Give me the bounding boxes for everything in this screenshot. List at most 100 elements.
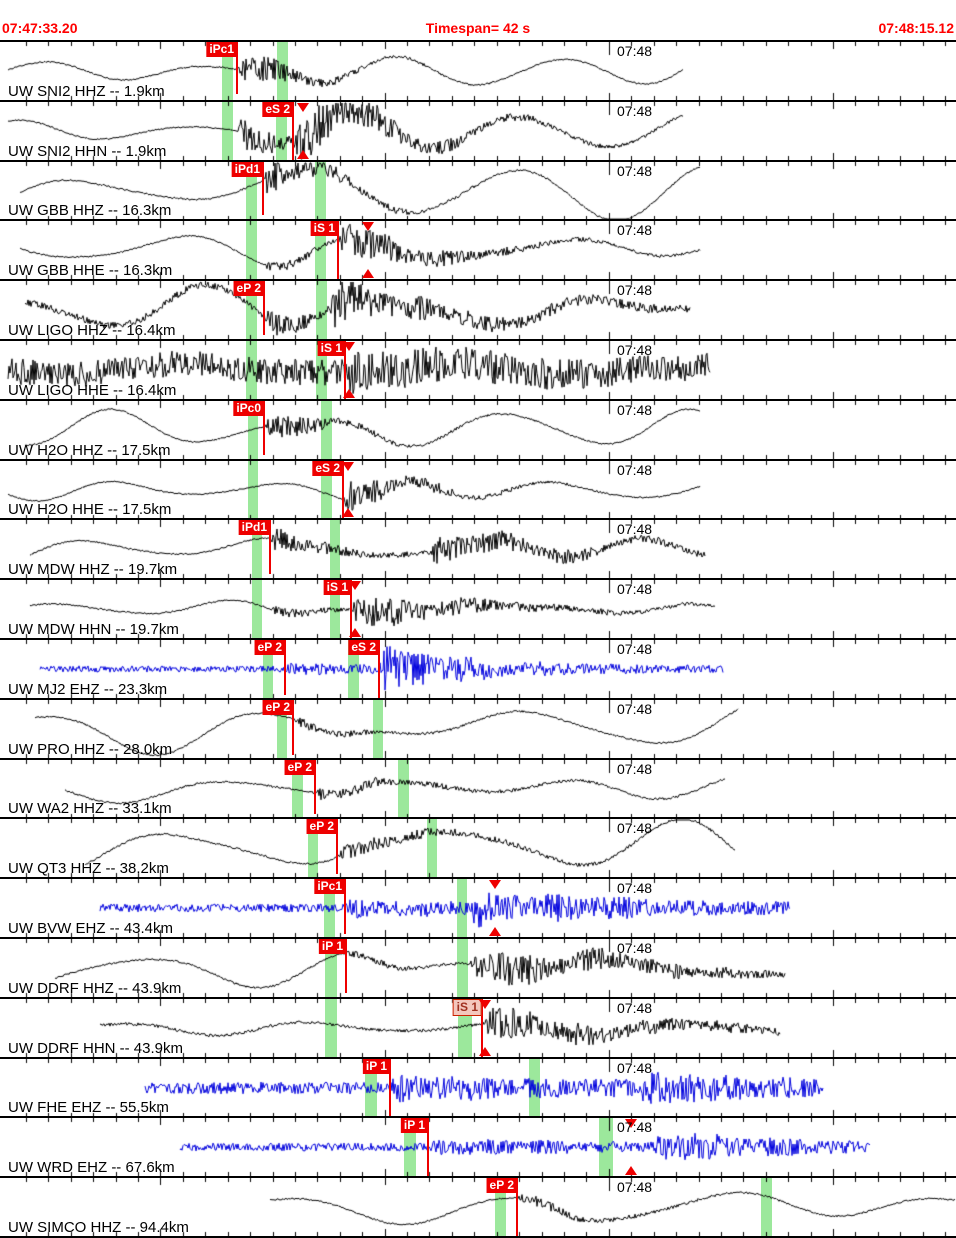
pick-time-line[interactable]	[292, 699, 294, 755]
waveform-canvas[interactable]	[0, 1118, 956, 1177]
trace-row[interactable]: iPc1 07:48 UW BVW EHZ -- 43.4km	[0, 877, 956, 937]
trace-row[interactable]: eS 2 07:48 UW H2O HHE -- 17.5km	[0, 458, 956, 519]
amplitude-marker-bottom[interactable]	[297, 149, 309, 159]
pick-time-line[interactable]	[481, 998, 483, 1057]
pick-time-line[interactable]	[378, 639, 380, 698]
pick-time-line[interactable]	[337, 221, 339, 280]
trace-row[interactable]: eP 2 07:48 UW LIGO HHZ -- 16.4km	[0, 279, 956, 339]
phase-pick-flag[interactable]: iPd1	[231, 161, 263, 177]
waveform-canvas[interactable]	[0, 1178, 956, 1236]
waveform-canvas[interactable]	[0, 520, 956, 579]
phase-pick-flag[interactable]: eP 2	[262, 699, 293, 715]
waveform-canvas[interactable]	[0, 340, 956, 399]
station-label: UW SNI2 HHZ -- 1.9km	[8, 82, 165, 100]
phase-pick-flag[interactable]: iPc1	[206, 42, 237, 57]
phase-pick-flag[interactable]: iS 1	[317, 340, 345, 356]
amplitude-marker-bottom[interactable]	[625, 1166, 637, 1176]
trace-row[interactable]: iP 1 07:48 UW FHE EHZ -- 55.5km	[0, 1056, 956, 1117]
amplitude-marker-top[interactable]	[479, 999, 491, 1009]
phase-pick-flag[interactable]: eP 2	[254, 639, 285, 655]
pick-time-line[interactable]	[344, 340, 346, 399]
trace-row[interactable]: iPd1 07:48 UW GBB HHZ -- 16.3km	[0, 159, 956, 220]
trace-row[interactable]: eP 2 07:48 UW WA2 HHZ -- 33.1km	[0, 757, 956, 818]
pick-time-line[interactable]	[516, 1178, 518, 1236]
amplitude-marker-top[interactable]	[625, 1119, 637, 1129]
phase-pick-flag[interactable]: iP 1	[318, 938, 346, 954]
pick-time-line[interactable]	[345, 938, 347, 993]
waveform-canvas[interactable]	[0, 938, 956, 997]
amplitude-marker-top[interactable]	[297, 102, 309, 112]
phase-pick-flag[interactable]: iP 1	[362, 1058, 390, 1074]
trace-row[interactable]: iP 1 07:48 UW DDRF HHZ -- 43.9km	[0, 936, 956, 997]
waveform-canvas[interactable]	[0, 42, 956, 100]
trace-row[interactable]: iPc1 07:48 UW SNI2 HHZ -- 1.9km	[0, 40, 956, 100]
phase-pick-flag[interactable]: iPd1	[238, 520, 270, 536]
trace-row[interactable]: eP 2 07:48 UW QT3 HHZ -- 38.2km	[0, 817, 956, 878]
amplitude-marker-top[interactable]	[489, 880, 501, 890]
waveform-canvas[interactable]	[0, 580, 956, 638]
trace-row[interactable]: iS 1 07:48 UW DDRF HHN -- 43.9km	[0, 996, 956, 1057]
pick-time-line[interactable]	[263, 281, 265, 335]
waveform-canvas[interactable]	[0, 879, 956, 937]
pick-time-line[interactable]	[314, 759, 316, 815]
waveform-canvas[interactable]	[0, 281, 956, 339]
waveform-canvas[interactable]	[0, 101, 956, 160]
pick-time-line[interactable]	[427, 1118, 429, 1177]
trace-row[interactable]: iS 1 07:48 UW MDW HHN -- 19.7km	[0, 578, 956, 638]
phase-pick-flag[interactable]: eS 2	[348, 639, 379, 655]
pick-time-line[interactable]	[342, 460, 344, 519]
amplitude-marker-bottom[interactable]	[342, 508, 354, 518]
amplitude-marker-top[interactable]	[362, 222, 374, 232]
pick-time-line[interactable]	[350, 580, 352, 638]
waveform-canvas[interactable]	[0, 819, 956, 878]
pick-time-line[interactable]	[262, 161, 264, 216]
phase-pick-flag[interactable]: eP 2	[284, 759, 315, 775]
pick-time-line[interactable]	[236, 42, 238, 95]
trace-row[interactable]: iPd1 07:48 UW MDW HHZ -- 19.7km	[0, 518, 956, 579]
waveform-canvas[interactable]	[0, 221, 956, 280]
amplitude-marker-bottom[interactable]	[489, 926, 501, 936]
trace-row[interactable]: iPc0 07:48 UW H2O HHZ -- 17.5km	[0, 398, 956, 459]
trace-row[interactable]: iS 1 07:48 UW LIGO HHE -- 16.4km	[0, 338, 956, 399]
phase-pick-flag[interactable]: eP 2	[306, 819, 337, 835]
phase-pick-flag[interactable]: eS 2	[312, 460, 343, 476]
phase-pick-flag[interactable]: iS 1	[310, 221, 338, 237]
amplitude-marker-top[interactable]	[343, 341, 355, 351]
waveform-canvas[interactable]	[0, 639, 956, 698]
phase-pick-flag[interactable]: iS 1	[452, 998, 482, 1016]
pick-time-line[interactable]	[284, 639, 286, 695]
trace-row[interactable]: eS 2 07:48 UW SNI2 HHN -- 1.9km	[0, 99, 956, 160]
phase-pick-flag[interactable]: eS 2	[262, 101, 293, 117]
waveform-canvas[interactable]	[0, 161, 956, 220]
amplitude-marker-top[interactable]	[342, 461, 354, 471]
pick-time-line[interactable]	[269, 520, 271, 575]
pick-time-line[interactable]	[389, 1058, 391, 1117]
amplitude-marker-bottom[interactable]	[343, 388, 355, 398]
trace-row[interactable]: iS 1 07:48 UW GBB HHE -- 16.3km	[0, 219, 956, 280]
pick-time-line[interactable]	[292, 101, 294, 160]
phase-pick-flag[interactable]: iPc0	[233, 400, 264, 416]
pick-time-line[interactable]	[336, 819, 338, 875]
waveform-canvas[interactable]	[0, 400, 956, 459]
minute-label: 07:48	[617, 401, 653, 418]
amplitude-marker-bottom[interactable]	[362, 269, 374, 279]
phase-pick-flag[interactable]: iPc1	[314, 879, 345, 895]
trace-row[interactable]: iP 1 07:48 UW WRD EHZ -- 67.6km	[0, 1116, 956, 1177]
waveform-canvas[interactable]	[0, 699, 956, 758]
phase-pick-flag[interactable]: iP 1	[400, 1118, 428, 1134]
pick-time-line[interactable]	[344, 879, 346, 935]
phase-pick-flag[interactable]: eP 2	[233, 281, 264, 297]
amplitude-marker-top[interactable]	[349, 581, 361, 591]
trace-row[interactable]: eP 2 eS 2 07:48 UW MJ2 EHZ -- 23.3km	[0, 637, 956, 698]
pick-time-line[interactable]	[263, 400, 265, 455]
waveform-canvas[interactable]	[0, 759, 956, 818]
amplitude-marker-bottom[interactable]	[479, 1046, 491, 1056]
amplitude-marker-bottom[interactable]	[349, 627, 361, 637]
phase-pick-flag[interactable]: iS 1	[323, 580, 351, 596]
trace-row[interactable]: eP 2 07:48 UW SIMCO HHZ -- 94.4km	[0, 1176, 956, 1236]
waveform-canvas[interactable]	[0, 1058, 956, 1117]
station-label: UW SIMCO HHZ -- 94.4km	[8, 1218, 189, 1236]
trace-row[interactable]: eP 2 07:48 UW PRO HHZ -- 28.0km	[0, 697, 956, 758]
waveform-canvas[interactable]	[0, 460, 956, 519]
phase-pick-flag[interactable]: eP 2	[486, 1178, 517, 1194]
